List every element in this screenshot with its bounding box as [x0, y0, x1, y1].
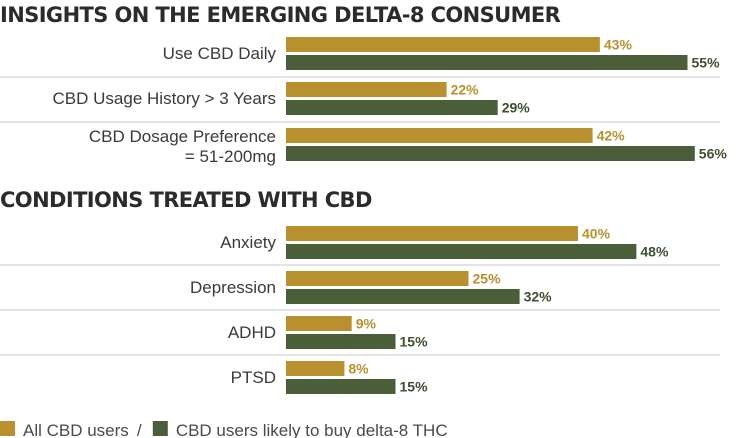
bar-delta8-buyers: [286, 100, 498, 115]
bar-delta8-buyers: [286, 55, 688, 70]
category-label: Anxiety: [220, 233, 276, 252]
chart-title: INSIGHTS ON THE EMERGING DELTA-8 CONSUME…: [0, 3, 561, 27]
data-label: 9%: [356, 316, 377, 332]
legend-swatch: [0, 421, 15, 436]
bar-all-cbd-users: [286, 128, 593, 143]
bar-delta8-buyers: [286, 334, 396, 349]
bar-all-cbd-users: [286, 271, 469, 286]
bar-delta8-buyers: [286, 289, 520, 304]
category-label: Use CBD Daily: [163, 44, 277, 63]
data-label: 32%: [524, 289, 553, 305]
legend-label: All CBD users: [23, 421, 129, 438]
data-label: 42%: [597, 128, 626, 144]
chart-title: CONDITIONS TREATED WITH CBD: [0, 188, 372, 212]
bar-delta8-buyers: [286, 146, 695, 161]
bar-all-cbd-users: [286, 226, 578, 241]
bar-all-cbd-users: [286, 361, 345, 376]
data-label: 29%: [502, 100, 531, 116]
data-label: 22%: [451, 82, 480, 98]
category-label: = 51-200mg: [185, 147, 276, 166]
data-label: 25%: [473, 271, 502, 287]
category-label: Depression: [190, 278, 276, 297]
legend-swatch: [152, 421, 168, 436]
data-label: 56%: [699, 146, 728, 162]
data-label: 55%: [692, 55, 721, 71]
category-label: CBD Dosage Preference: [89, 127, 276, 146]
bar-all-cbd-users: [286, 316, 352, 331]
data-label: 8%: [348, 361, 369, 377]
data-label: 15%: [400, 334, 429, 350]
data-label: 40%: [582, 226, 611, 242]
bar-delta8-buyers: [286, 244, 637, 259]
legend-separator: /: [137, 421, 142, 438]
bar-all-cbd-users: [286, 82, 447, 97]
category-label: PTSD: [231, 368, 276, 387]
bar-delta8-buyers: [286, 379, 396, 394]
category-label: ADHD: [228, 323, 276, 342]
data-label: 48%: [640, 244, 669, 260]
category-label: CBD Usage History > 3 Years: [53, 89, 276, 108]
legend-label: CBD users likely to buy delta-8 THC: [176, 421, 448, 438]
data-label: 15%: [400, 379, 429, 395]
bar-all-cbd-users: [286, 37, 600, 52]
data-label: 43%: [604, 37, 633, 53]
